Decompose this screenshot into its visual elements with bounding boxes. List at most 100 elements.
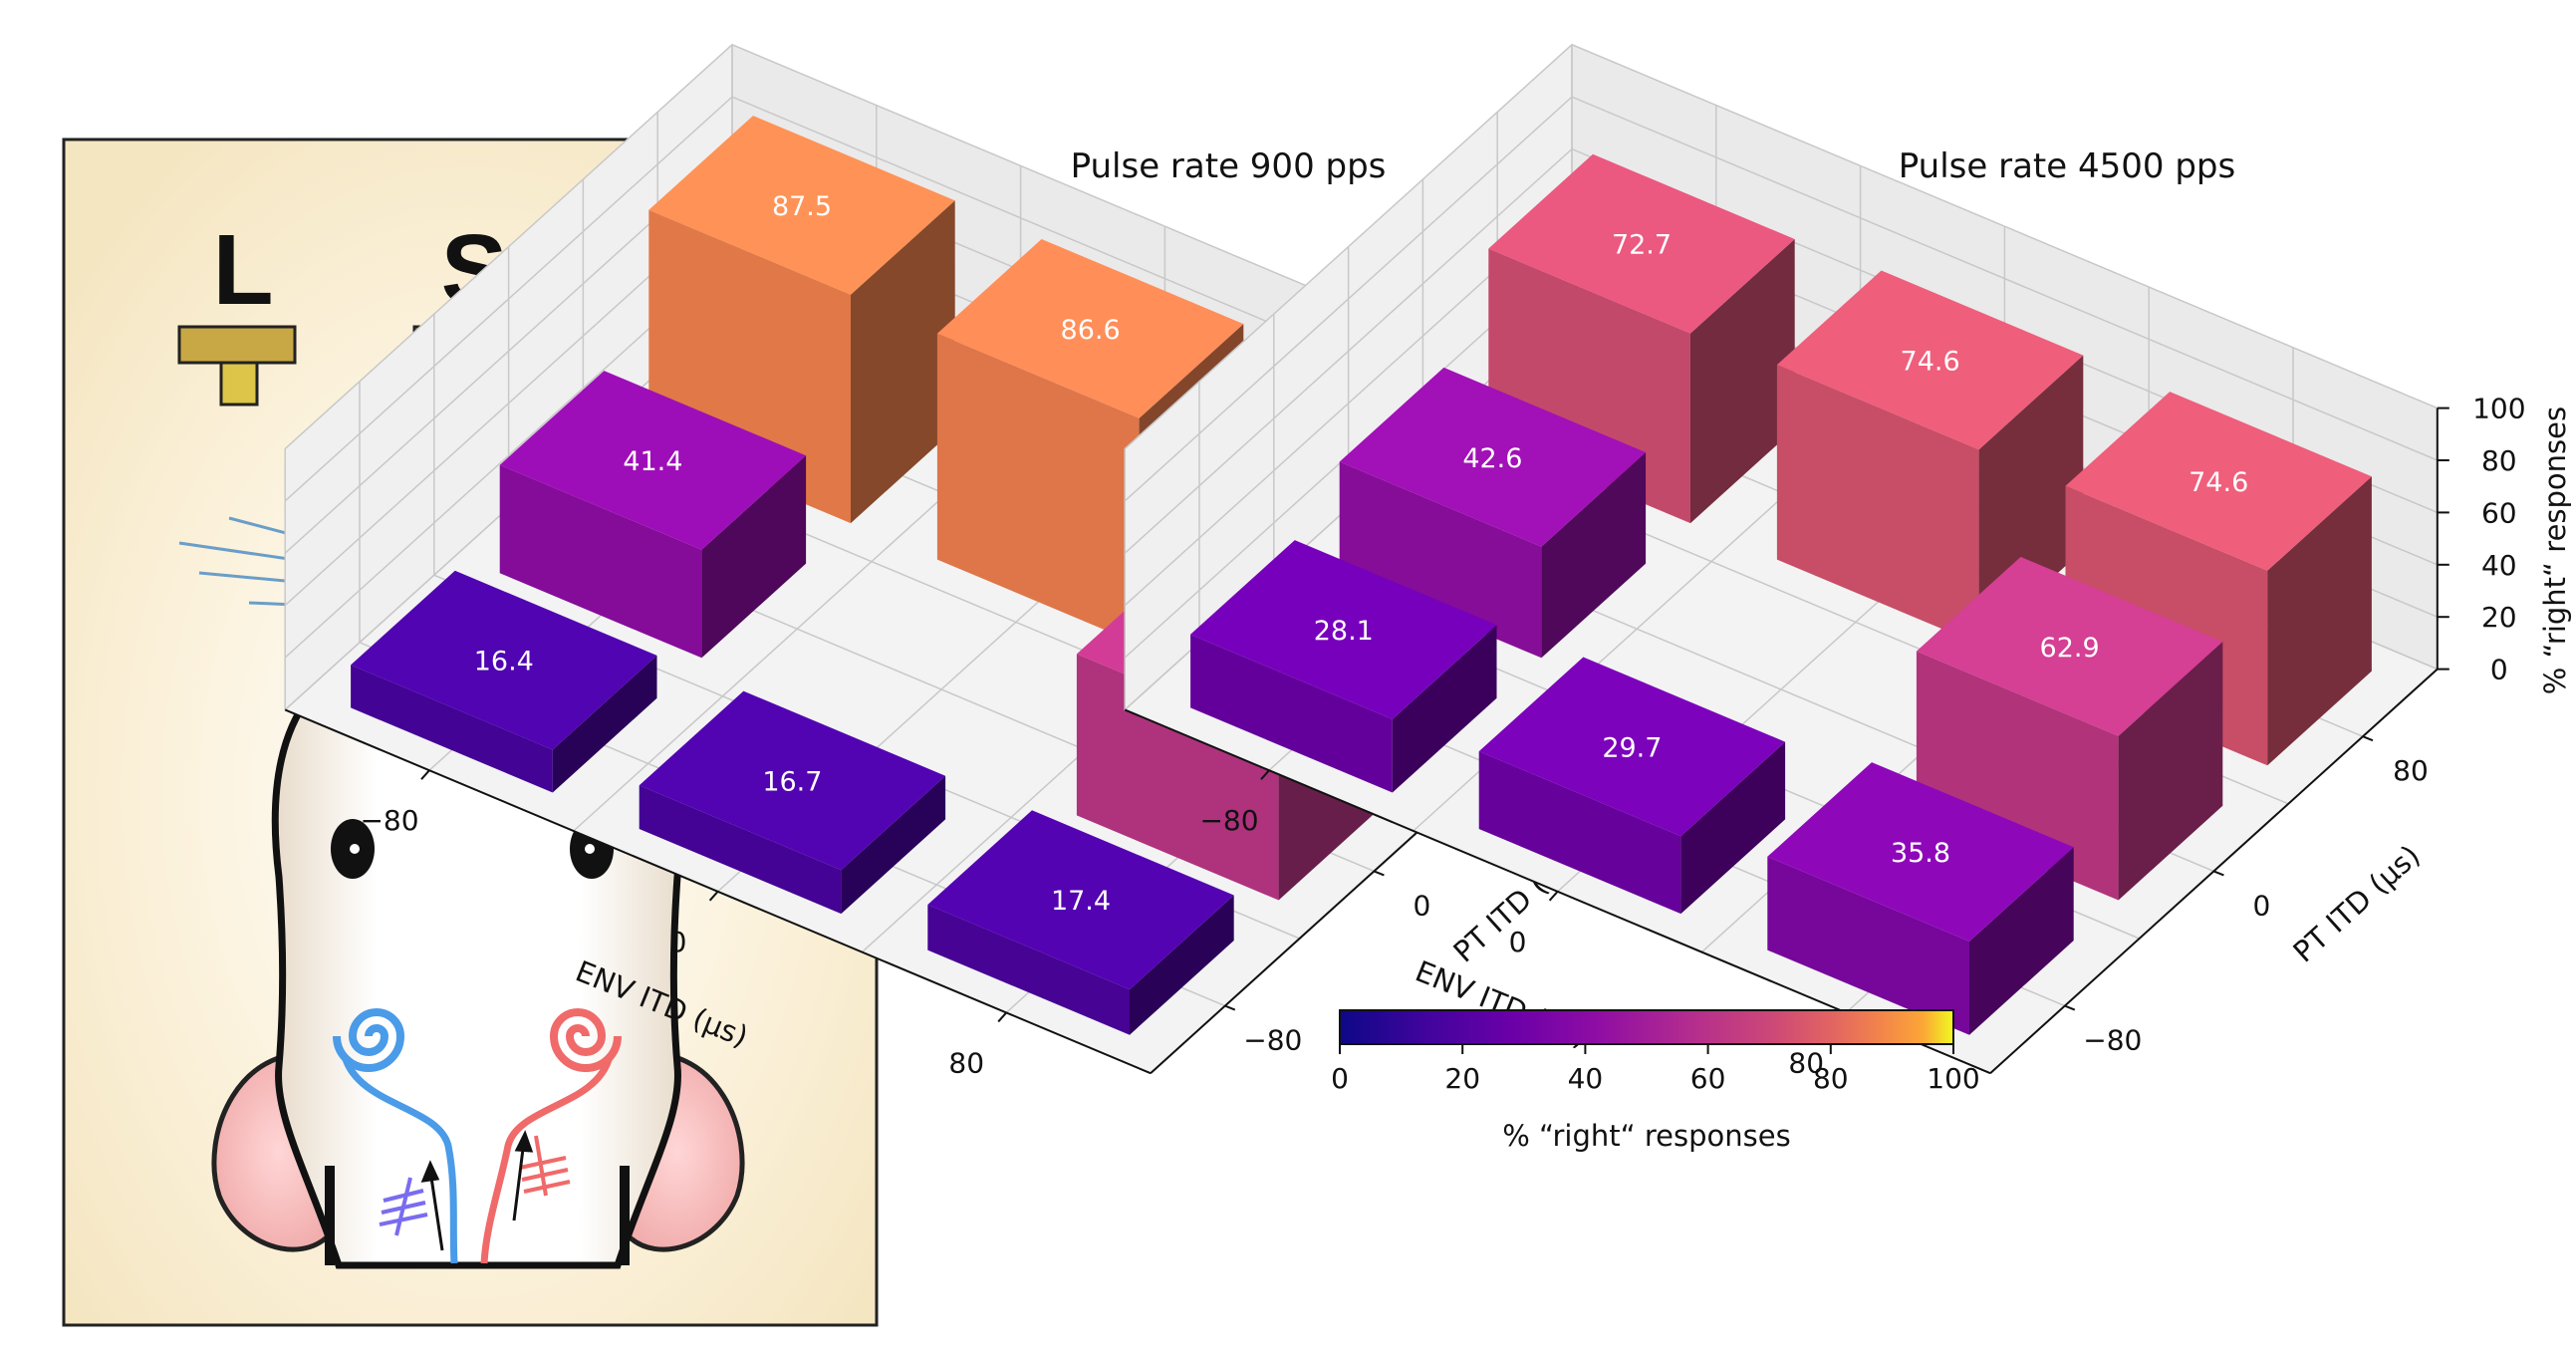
bar-top-face [936,239,1244,418]
bar-3d: 28.1 [1190,540,1497,793]
bar-value-label: 74.6 [2189,467,2248,498]
bar-top-face [1339,367,1647,547]
colorbar-label: % “right“ responses [1502,1119,1790,1153]
bar-value-label: 29.7 [1602,732,1662,763]
y-ticks: −80 0 80 [2064,735,2429,1057]
colorbar-gradient [1339,1009,1954,1045]
x-tick-label: −80 [1199,804,1258,837]
bar-top-face [2065,392,2372,571]
chart-title: Pulse rate 900 pps [1071,146,1387,186]
bar-side-face [1130,895,1234,1035]
port-label-left: L [212,214,273,326]
bar-3d: 62.9 [1916,556,2223,901]
colorbar-tick-label: 40 [1568,1062,1604,1095]
cochlea-left-icon [333,1008,405,1072]
bar-front-face [927,905,1130,1035]
bar-side-face [2267,476,2372,766]
y-tick-label: 0 [1413,889,1430,922]
bar-value-label: 86.6 [1061,315,1121,346]
bar-value-label: 62.9 [2040,633,2100,664]
bar-value-label: 41.4 [623,446,682,477]
bar-top-face [1190,540,1497,719]
bar-top-face [1916,556,2223,736]
bar-3d: 41.4 [499,371,807,659]
bar-value-label: 74.6 [1901,346,1960,377]
colorbar: % “right“ responses 0 20 40 60 80 100 [1331,1009,1980,1153]
bar-3d: 16.7 [639,690,946,915]
bar-3d: 17.4 [927,810,1234,1035]
bar-side-face [1969,847,2074,1035]
bar-front-face [1767,856,1969,1035]
bar-3d: 87.5 [648,116,955,524]
z-tick-label: 20 [2481,601,2517,634]
bar-side-face [701,455,807,659]
bar-value-label: 17.4 [1051,886,1111,917]
z-tick-label: 40 [2481,549,2517,582]
x-tick-label: 0 [1509,926,1527,958]
z-tick-label: 80 [2481,444,2517,477]
bar-side-face [1690,239,1795,524]
bar-3d: 42.6 [1339,367,1647,659]
y-tick-label: 0 [2252,889,2270,922]
bar-side-face [552,655,657,793]
colorbar-tick-label: 20 [1444,1062,1480,1095]
y-axis-label: PT ITD (µs) [2286,838,2426,968]
x-tick-label: −80 [360,804,418,837]
bar-top-face [1767,762,2074,942]
y-tick-label: 80 [2393,754,2429,787]
x-ticks: −80 0 80 [1199,769,1847,1079]
colorbar-tick-label: 60 [1690,1062,1726,1095]
z-tick-label: 0 [2490,654,2508,686]
bar-top-face [927,810,1234,990]
bar-front-face [1076,654,1279,901]
bar-3d: 29.7 [1478,657,1786,915]
bar-front-face [1916,651,2119,901]
bar-side-face [851,200,955,524]
bar-value-label: 87.5 [772,191,832,222]
electrode-right-icon [519,1135,571,1197]
bar-value-label: 35.8 [1891,838,1950,869]
colorbar-tick-label: 80 [1813,1062,1849,1095]
colorbar-tick-label: 0 [1331,1062,1349,1095]
x-tick-label: 0 [669,926,687,958]
x-tick-label: 80 [948,1046,984,1079]
bar-side-face [1392,625,1497,793]
y-tick-label: −80 [2083,1024,2142,1057]
z-tick-label: 60 [2481,496,2517,529]
bar-front-face [936,333,1140,645]
stimulus-arrows-icon [420,1130,534,1251]
bar-value-label: 16.4 [474,647,534,678]
cochlea-right-icon [549,1008,622,1072]
bar-top-face [1488,153,1795,334]
chart-4500pps: Pulse rate 4500 pps 72.7 74.6 74.6 42.6 62.9… [1124,43,2572,1079]
z-axis-label: % “right“ responses [2538,406,2572,694]
lick-port-left [177,325,297,406]
head-post-right [620,1166,630,1265]
auditory-nerve-right-icon [480,1054,614,1264]
bar-front-face [351,665,553,793]
bars: 72.7 74.6 74.6 42.6 62.9 28.1 29.7 35.8 [1190,153,2372,1035]
bar-3d: 35.8 [1767,762,2074,1035]
bar-top-face [639,690,946,871]
bar-front-face [1776,365,1979,645]
bar-front-face [499,464,702,659]
x-tick-label: 80 [1788,1046,1824,1079]
bar-front-face [1478,751,1681,915]
bar-top-face [648,116,955,295]
eye-left-icon [331,819,375,879]
auditory-nerve-left-icon [341,1054,458,1264]
bar-top-face [499,371,807,550]
bar-top-face [1478,657,1786,837]
bar-side-face [841,775,946,915]
electrode-left-icon [379,1177,428,1236]
head-post-left [325,1166,335,1265]
y-tick-label: −80 [1243,1024,1302,1057]
bar-top-face [351,570,657,750]
bar-front-face [639,785,842,915]
bar-3d: 16.4 [351,570,657,793]
z-ticks: 0 20 40 60 80 100 [2437,393,2526,686]
bar-value-label: 28.1 [1314,616,1374,647]
bar-front-face [1190,634,1393,793]
bar-value-label: 16.7 [762,766,822,797]
